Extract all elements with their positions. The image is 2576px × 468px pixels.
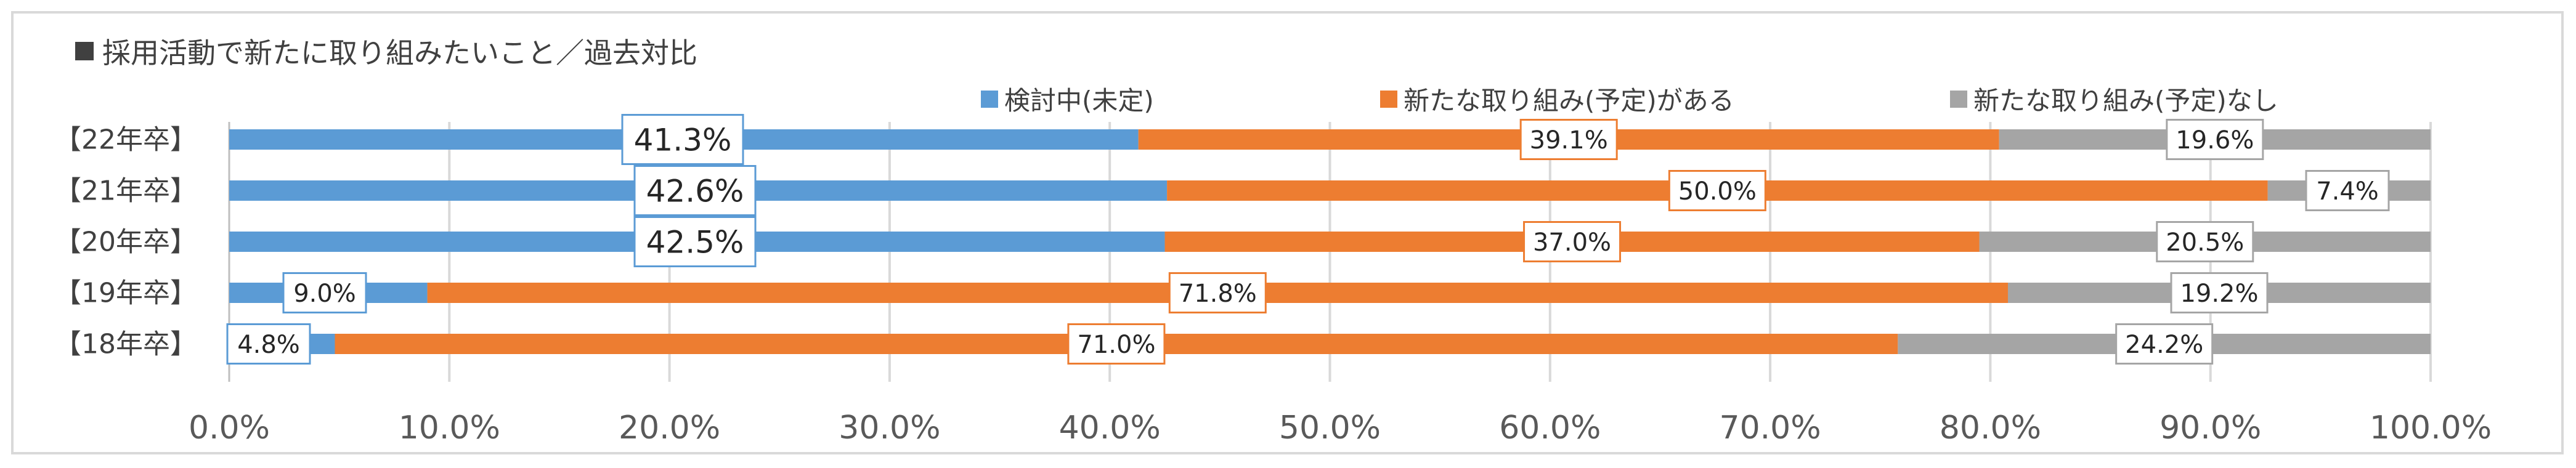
data-label-box	[621, 114, 744, 165]
data-label: 19.2%	[2180, 280, 2258, 308]
legend-swatch-gray	[1950, 90, 1967, 108]
category-label: 【18年卒】	[54, 329, 197, 360]
data-label: 24.2%	[2125, 331, 2203, 359]
legend-item-considering: 検討中(未定)	[981, 80, 1154, 118]
category-label: 【21年卒】	[54, 176, 197, 207]
data-label-box	[2166, 119, 2264, 160]
x-tick-label: 20.0%	[619, 410, 720, 446]
data-label: 39.1%	[1530, 126, 1608, 155]
data-label-box	[2156, 221, 2254, 262]
data-label-box	[2305, 170, 2390, 211]
data-label: 20.5%	[2166, 228, 2244, 257]
data-label: 7.4%	[2316, 177, 2379, 206]
legend-swatch-blue	[981, 90, 998, 108]
data-label-box	[2115, 323, 2214, 365]
x-tick-label: 40.0%	[1059, 410, 1161, 446]
legend-label: 検討中(未定)	[1004, 86, 1154, 116]
x-tick-label: 90.0%	[2160, 410, 2261, 446]
x-tick-label: 70.0%	[1719, 410, 1821, 446]
data-label-box	[1523, 221, 1622, 262]
data-label: 4.8%	[237, 331, 300, 359]
data-label: 42.5%	[646, 225, 744, 260]
category-label: 【19年卒】	[54, 278, 197, 309]
data-label-box	[1668, 170, 1766, 211]
data-label: 41.3%	[634, 123, 732, 158]
data-label-box	[1519, 119, 1618, 160]
data-label: 71.8%	[1179, 280, 1257, 308]
legend-swatch-orange	[1380, 90, 1397, 108]
data-label-box	[1168, 272, 1267, 313]
legend-item-planned: 新たな取り組み(予定)がある	[1380, 80, 1734, 118]
legend-label: 新たな取り組み(予定)なし	[1973, 86, 2278, 116]
chart-title: 採用活動で新たに取り組みたいこと／過去対比	[75, 31, 697, 71]
data-label-box	[1067, 323, 1166, 365]
data-label: 71.0%	[1077, 331, 1155, 359]
x-tick-label: 100.0%	[2370, 410, 2492, 446]
chart-title-text: 採用活動で新たに取り組みたいこと／過去対比	[102, 36, 697, 70]
x-tick-label: 60.0%	[1499, 410, 1601, 446]
x-tick-label: 50.0%	[1279, 410, 1381, 446]
category-label: 【22年卒】	[54, 124, 197, 156]
data-label-box	[226, 323, 311, 365]
x-tick-label: 10.0%	[399, 410, 500, 446]
data-label: 9.0%	[293, 280, 356, 308]
data-label-box	[282, 272, 367, 313]
x-tick-label: 30.0%	[839, 410, 940, 446]
data-label: 42.6%	[646, 174, 744, 209]
category-label: 【20年卒】	[54, 227, 197, 258]
data-label: 37.0%	[1533, 228, 1611, 257]
x-tick-label: 0.0%	[189, 410, 270, 446]
data-label: 50.0%	[1678, 177, 1757, 206]
x-tick-label: 80.0%	[1940, 410, 2041, 446]
legend: 検討中(未定) 新たな取り組み(予定)がある 新たな取り組み(予定)なし	[0, 80, 2576, 117]
data-label-box	[633, 216, 757, 267]
legend-label: 新たな取り組み(予定)がある	[1404, 86, 1734, 116]
legend-item-none: 新たな取り組み(予定)なし	[1950, 80, 2278, 118]
data-label: 19.6%	[2176, 126, 2254, 155]
data-label-box	[633, 165, 757, 216]
title-square-icon	[75, 42, 94, 60]
data-label-box	[2170, 272, 2269, 313]
